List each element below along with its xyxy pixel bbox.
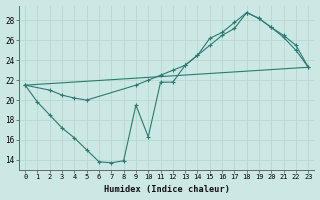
X-axis label: Humidex (Indice chaleur): Humidex (Indice chaleur) <box>104 185 230 194</box>
